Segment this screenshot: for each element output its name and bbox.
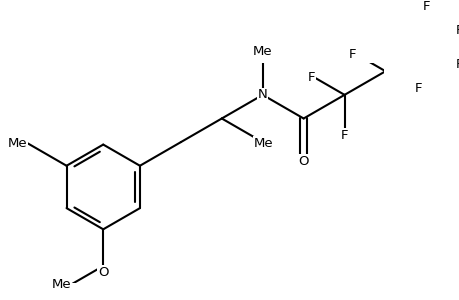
- Text: F: F: [347, 48, 355, 61]
- Text: F: F: [340, 129, 347, 142]
- Text: N: N: [257, 88, 267, 101]
- Text: F: F: [307, 71, 314, 84]
- Text: O: O: [298, 155, 308, 168]
- Text: F: F: [414, 82, 422, 95]
- Text: Me: Me: [253, 137, 273, 150]
- Text: Me: Me: [8, 137, 28, 150]
- Text: Me: Me: [252, 45, 272, 58]
- Text: O: O: [98, 266, 108, 279]
- Text: Me: Me: [52, 278, 71, 291]
- Text: F: F: [422, 0, 429, 14]
- Text: F: F: [455, 24, 459, 37]
- Text: F: F: [455, 58, 459, 71]
